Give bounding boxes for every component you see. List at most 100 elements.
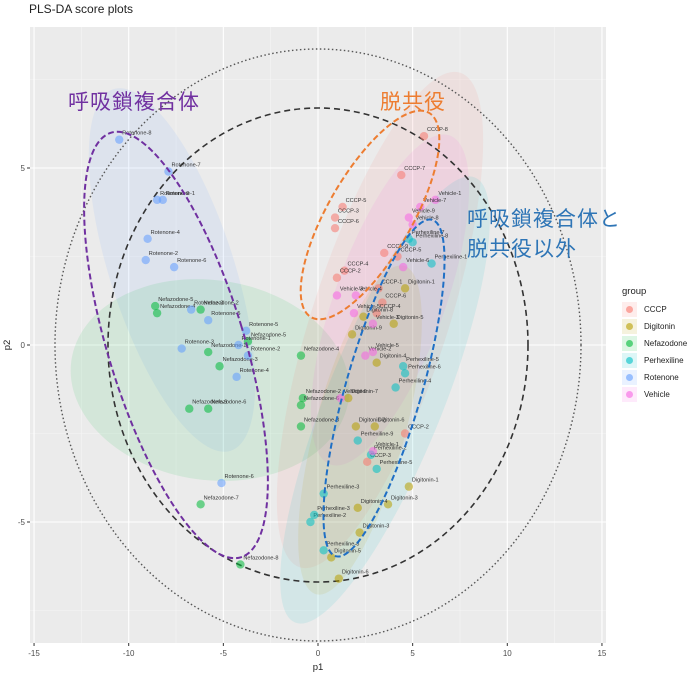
point-label: CCCP-2 <box>340 269 361 275</box>
chart-title: PLS-DA score plots <box>29 2 134 16</box>
data-point[interactable] <box>232 372 241 382</box>
data-point[interactable] <box>372 358 381 367</box>
data-point[interactable] <box>400 369 410 378</box>
data-point[interactable] <box>351 291 361 300</box>
data-point[interactable] <box>330 213 340 222</box>
data-point[interactable] <box>398 362 408 371</box>
data-point[interactable] <box>334 574 344 583</box>
data-point[interactable] <box>186 305 196 314</box>
data-point[interactable] <box>236 560 245 569</box>
data-point[interactable] <box>363 457 372 467</box>
data-point[interactable] <box>151 301 160 311</box>
data-point[interactable] <box>397 170 406 180</box>
x-axis-label: p1 <box>313 662 324 673</box>
data-point[interactable] <box>185 404 194 413</box>
point-label: Vehicle-1 <box>376 442 399 448</box>
data-point[interactable] <box>204 316 213 325</box>
data-point[interactable] <box>349 308 359 318</box>
data-point[interactable] <box>336 393 345 403</box>
data-point[interactable] <box>217 478 226 488</box>
data-point[interactable] <box>404 213 414 222</box>
point-label: Digitonin-1 <box>408 279 435 285</box>
data-point[interactable] <box>368 319 378 328</box>
y-tick-label: 5 <box>21 164 26 173</box>
data-point[interactable] <box>115 135 124 144</box>
data-point[interactable] <box>398 262 408 272</box>
data-point[interactable] <box>241 326 251 336</box>
data-point[interactable] <box>141 255 150 265</box>
uncoupler-ellipse <box>299 109 441 321</box>
data-point[interactable] <box>400 284 410 293</box>
data-point[interactable] <box>353 436 362 445</box>
data-point[interactable] <box>296 351 306 360</box>
data-point[interactable] <box>152 308 162 318</box>
legend-key-icon <box>622 387 637 402</box>
data-point[interactable] <box>332 291 342 300</box>
data-point[interactable] <box>158 195 167 205</box>
data-point[interactable] <box>177 344 186 353</box>
data-point[interactable] <box>378 298 387 307</box>
data-point[interactable] <box>400 429 410 438</box>
point-label: Digitonin-5 <box>397 315 424 321</box>
respiratory-chain-ellipse <box>83 130 269 560</box>
data-point[interactable] <box>296 400 306 410</box>
data-point[interactable] <box>204 347 213 357</box>
hotelling-t2-95-ellipse <box>107 107 529 583</box>
data-point[interactable] <box>368 347 378 357</box>
data-point[interactable] <box>353 503 362 513</box>
data-point[interactable] <box>389 319 398 328</box>
data-point[interactable] <box>196 305 205 314</box>
data-point[interactable] <box>351 422 361 431</box>
data-point[interactable] <box>234 340 243 350</box>
data-point[interactable] <box>319 489 328 498</box>
y-tick-label: -5 <box>18 518 26 527</box>
data-point[interactable] <box>427 259 436 268</box>
data-point[interactable] <box>296 422 306 431</box>
data-point[interactable] <box>359 312 368 321</box>
point-label: Nefazodone-3 <box>304 417 339 423</box>
data-point[interactable] <box>298 393 308 403</box>
data-point[interactable] <box>431 195 440 205</box>
data-point[interactable] <box>143 234 152 243</box>
data-point[interactable] <box>391 383 400 392</box>
data-point[interactable] <box>332 273 342 282</box>
data-point[interactable] <box>169 262 179 272</box>
data-point[interactable] <box>404 482 414 491</box>
data-point[interactable] <box>327 553 336 562</box>
point-label: Nefazodone-1 <box>211 343 246 349</box>
x-tick-label: -10 <box>123 649 135 658</box>
data-point[interactable] <box>347 330 357 339</box>
series-vehicle: Vehicle-1Vehicle-7Vehicle-9Vehicle-8Vehi… <box>332 191 461 456</box>
data-point[interactable] <box>408 238 417 247</box>
data-point[interactable] <box>372 464 381 474</box>
data-point[interactable] <box>319 546 328 555</box>
data-point[interactable] <box>361 351 370 360</box>
data-point[interactable] <box>306 517 315 527</box>
point-label: Perhexiline-9 <box>361 432 394 438</box>
data-point[interactable] <box>215 362 224 371</box>
point-label: Rotenone-3 <box>194 301 223 307</box>
data-point[interactable] <box>355 528 364 537</box>
data-point[interactable] <box>196 500 205 509</box>
point-label: Digitonin-7 <box>351 389 378 395</box>
data-point[interactable] <box>340 266 349 275</box>
point-label: CCCP-5 <box>401 248 422 254</box>
data-point[interactable] <box>310 510 319 520</box>
data-point[interactable] <box>338 202 347 212</box>
legend-item-digitonin: Digitonin <box>622 318 687 335</box>
group-ellipse <box>276 71 484 569</box>
data-point[interactable] <box>372 308 381 318</box>
data-point[interactable] <box>368 447 378 456</box>
legend-key-icon <box>622 370 637 385</box>
group-ellipse <box>310 134 470 466</box>
x-tick-label: 5 <box>410 649 415 658</box>
legend-item-perhexiline: Perhexiline <box>622 352 687 369</box>
data-point[interactable] <box>344 393 353 403</box>
data-point[interactable] <box>380 248 389 258</box>
data-point[interactable] <box>370 422 379 431</box>
legend-key-icon <box>622 302 637 317</box>
data-point[interactable] <box>330 223 340 233</box>
data-point[interactable] <box>419 131 429 141</box>
data-point[interactable] <box>204 404 213 413</box>
data-point[interactable] <box>383 500 393 509</box>
